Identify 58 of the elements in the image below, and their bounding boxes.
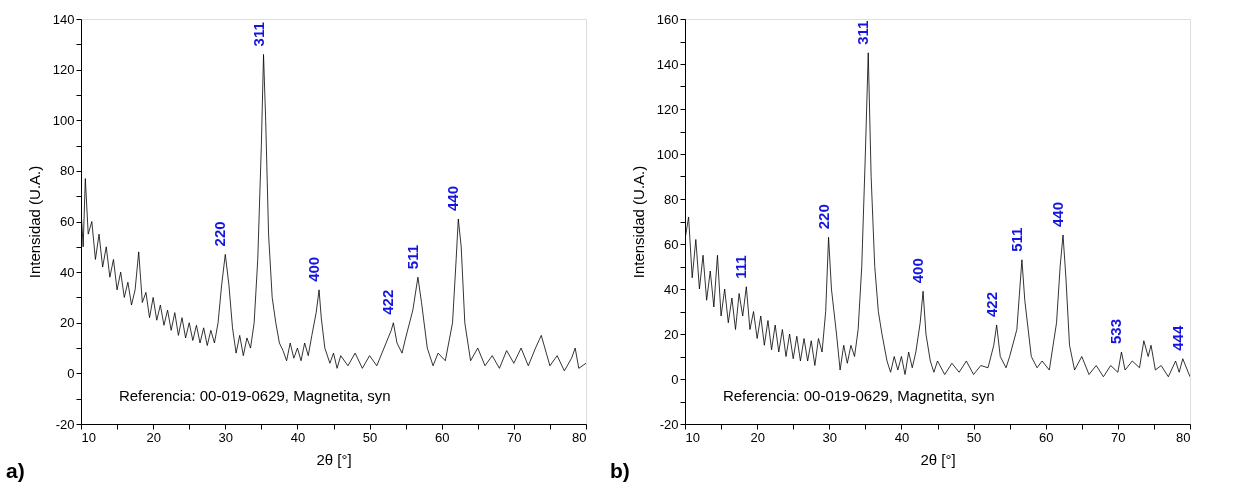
y-tick-label: 20 bbox=[664, 326, 679, 342]
annotation: 533 bbox=[1107, 318, 1125, 344]
annotation: 111 bbox=[732, 255, 750, 279]
x-tick-label: 20 bbox=[146, 429, 161, 445]
y-tick-label: 80 bbox=[664, 191, 679, 207]
x-tick-label: 10 bbox=[685, 429, 700, 445]
x-tick-label: 60 bbox=[1038, 429, 1054, 445]
y-tick-label: 140 bbox=[52, 11, 75, 27]
y-tick-label: 140 bbox=[656, 56, 679, 72]
annotation: 311 bbox=[249, 22, 267, 47]
x-tick-label: 30 bbox=[822, 429, 838, 445]
x-tick-label: 60 bbox=[434, 429, 450, 445]
x-tick-label: 70 bbox=[507, 429, 522, 445]
x-tick-label: 50 bbox=[362, 429, 378, 445]
annotation: 311 bbox=[854, 20, 872, 45]
x-axis-title: 2θ [°] bbox=[920, 450, 956, 468]
y-axis-title: Intensidad (U.A.) bbox=[25, 165, 43, 279]
annotation: 220 bbox=[211, 221, 229, 247]
annotation: Referencia: 00-019-0629, Magnetita, syn bbox=[118, 387, 391, 404]
y-tick-label: 100 bbox=[656, 146, 679, 162]
y-tick-label: 40 bbox=[60, 264, 75, 280]
x-tick-label: 30 bbox=[218, 429, 234, 445]
y-tick-label: 80 bbox=[60, 163, 75, 179]
annotation: Referencia: 00-019-0629, Magnetita, syn bbox=[722, 387, 995, 404]
x-tick-label: 80 bbox=[572, 429, 587, 445]
y-tick-label: 60 bbox=[60, 214, 75, 229]
y-tick-label: -20 bbox=[55, 416, 75, 432]
y-tick-label: 160 bbox=[656, 11, 679, 27]
x-tick-label: 70 bbox=[1111, 429, 1126, 445]
annotation: 511 bbox=[403, 244, 421, 270]
annotation: 444 bbox=[1168, 325, 1186, 351]
annotation: 440 bbox=[1049, 201, 1067, 227]
y-tick-label: 60 bbox=[664, 236, 679, 252]
y-tick-label: 0 bbox=[67, 365, 75, 381]
x-axis-title: 2θ [°] bbox=[316, 450, 352, 468]
annotation: 422 bbox=[982, 291, 1000, 317]
y-tick-label: 20 bbox=[60, 315, 75, 331]
x-tick-label: 50 bbox=[966, 429, 982, 445]
annotation: 220 bbox=[814, 204, 832, 230]
y-tick-label: -20 bbox=[659, 416, 679, 432]
x-tick-label: 40 bbox=[894, 429, 910, 445]
y-axis-title: Intensidad (U.A.) bbox=[629, 165, 647, 279]
annotation: 440 bbox=[444, 185, 462, 211]
y-tick-label: 40 bbox=[664, 281, 679, 297]
text: b) bbox=[610, 459, 630, 482]
annotation: 400 bbox=[909, 258, 927, 284]
y-tick-label: 120 bbox=[656, 101, 679, 117]
annotation: 422 bbox=[379, 289, 397, 315]
annotation: 511 bbox=[1007, 227, 1025, 252]
annotation: 400 bbox=[305, 256, 323, 282]
x-tick-label: 20 bbox=[750, 429, 765, 445]
text: a) bbox=[6, 459, 25, 482]
y-tick-label: 0 bbox=[671, 371, 679, 387]
x-tick-label: 10 bbox=[81, 429, 96, 445]
y-tick-label: 100 bbox=[52, 112, 75, 128]
x-tick-label: 40 bbox=[290, 429, 306, 445]
x-tick-label: 80 bbox=[1176, 429, 1191, 445]
y-tick-label: 120 bbox=[52, 62, 75, 78]
